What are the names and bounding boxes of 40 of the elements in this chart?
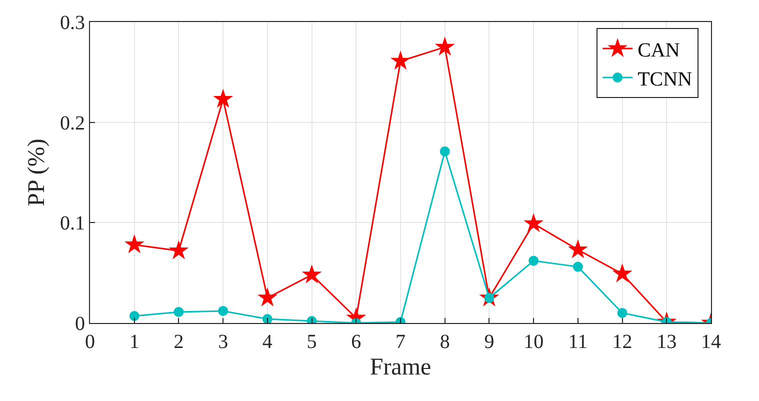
y-axis-title: PP (%) bbox=[24, 138, 50, 206]
y-tick-label: 0.3 bbox=[60, 12, 85, 34]
point bbox=[617, 308, 628, 318]
x-tick-label: 8 bbox=[440, 331, 450, 353]
x-tick-label: 4 bbox=[262, 331, 272, 353]
x-tick-label: 7 bbox=[396, 331, 406, 353]
x-tick-label: 6 bbox=[351, 331, 362, 353]
point bbox=[174, 306, 184, 317]
point bbox=[302, 264, 322, 284]
point bbox=[390, 50, 410, 70]
point bbox=[612, 263, 632, 282]
legend-label: TCNN bbox=[638, 68, 692, 90]
point bbox=[213, 88, 234, 108]
x-axis-title: Frame bbox=[370, 354, 432, 380]
x-tick-label: 12 bbox=[612, 331, 632, 353]
point bbox=[168, 240, 189, 260]
point bbox=[524, 213, 544, 232]
x-tick-label: 2 bbox=[174, 331, 184, 353]
y-tick-label: 0.1 bbox=[60, 212, 85, 235]
point bbox=[262, 314, 272, 323]
legend-label: CAN bbox=[638, 39, 680, 62]
x-tick-label: 14 bbox=[701, 331, 721, 353]
x-tick-label: 11 bbox=[568, 331, 588, 353]
x-tick-label: 10 bbox=[524, 331, 544, 353]
y-tick-label: 0.2 bbox=[60, 112, 85, 134]
point bbox=[568, 239, 588, 258]
x-tick-label: 5 bbox=[306, 331, 317, 353]
point bbox=[257, 287, 278, 306]
point bbox=[528, 256, 539, 266]
x-tick-label: 13 bbox=[656, 331, 677, 353]
x-tick-label: 1 bbox=[129, 331, 140, 353]
x-tick-label: 9 bbox=[484, 331, 494, 353]
point bbox=[124, 234, 144, 254]
point bbox=[440, 146, 450, 156]
y-tick-label: 0 bbox=[75, 313, 85, 335]
point bbox=[434, 36, 455, 56]
x-tick-label: 3 bbox=[218, 331, 228, 353]
point bbox=[572, 262, 583, 272]
point bbox=[129, 310, 140, 321]
point bbox=[218, 306, 228, 316]
